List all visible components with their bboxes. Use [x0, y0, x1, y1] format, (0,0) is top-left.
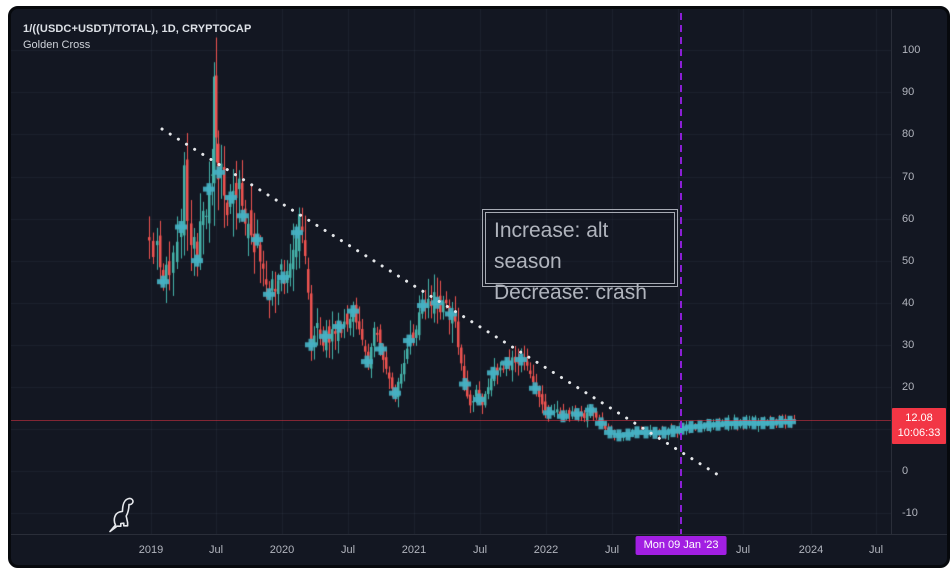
- time-tick-label: 2022: [533, 544, 559, 556]
- price-tick-label: 20: [902, 380, 915, 393]
- price-tick-label: 30: [902, 338, 915, 351]
- annotation-line-1: Increase: alt season: [494, 219, 609, 273]
- chart-panel: Increase: alt season Decrease: crash 1/(…: [8, 6, 950, 568]
- price-axis[interactable]: 1009080706050403020100-10: [891, 9, 947, 534]
- time-tick-label: Jul: [735, 544, 751, 556]
- time-tick-label: 2021: [401, 544, 427, 556]
- time-tick-label: 2020: [269, 544, 295, 556]
- indicator-title[interactable]: Golden Cross: [23, 39, 91, 51]
- event-date-badge[interactable]: Mon 09 Jan '23: [635, 536, 727, 555]
- event-vertical-line[interactable]: [680, 13, 682, 534]
- price-tick-label: 100: [902, 44, 921, 57]
- price-series-canvas[interactable]: [11, 9, 891, 534]
- last-price-value: 12.08: [905, 412, 933, 424]
- trendline-overlay: [160, 127, 725, 480]
- chart-plot-area[interactable]: Increase: alt season Decrease: crash: [11, 9, 891, 534]
- price-tick-label: 70: [902, 170, 915, 183]
- time-tick-label: Jul: [340, 544, 356, 556]
- price-tick-label: 90: [902, 86, 915, 99]
- text-annotation-box[interactable]: Increase: alt season Decrease: crash: [482, 209, 678, 304]
- price-tick-label: 60: [902, 212, 915, 225]
- time-tick-label: 2024: [798, 544, 824, 556]
- time-tick-label: Jul: [868, 544, 884, 556]
- time-tick-label: 2019: [138, 544, 164, 556]
- price-tick-label: -10: [902, 507, 918, 520]
- time-tick-label: Jul: [472, 544, 488, 556]
- chart-legend: 1/((USDC+USDT)/TOTAL), 1D, CRYPTOCAP Gol…: [23, 23, 251, 51]
- time-tick-label: Jul: [604, 544, 620, 556]
- dinosaur-icon[interactable]: [107, 495, 137, 540]
- price-tick-label: 40: [902, 296, 915, 309]
- time-axis[interactable]: 2019 Jul 2020 Jul 2021 Jul 2022 Jul Jul 2024 Jul: [11, 534, 947, 565]
- current-price-line: [11, 420, 891, 421]
- price-tick-label: 80: [902, 128, 915, 141]
- price-tick-label: 50: [902, 254, 915, 267]
- price-tick-label: 0: [902, 465, 909, 477]
- annotation-line-2: Decrease: crash: [494, 281, 647, 304]
- bar-countdown: 10:06:33: [897, 427, 941, 439]
- time-tick-label: Jul: [208, 544, 224, 556]
- last-price-label: 12.08 10:06:33: [892, 408, 946, 444]
- symbol-title[interactable]: 1/((USDC+USDT)/TOTAL), 1D, CRYPTOCAP: [23, 23, 252, 35]
